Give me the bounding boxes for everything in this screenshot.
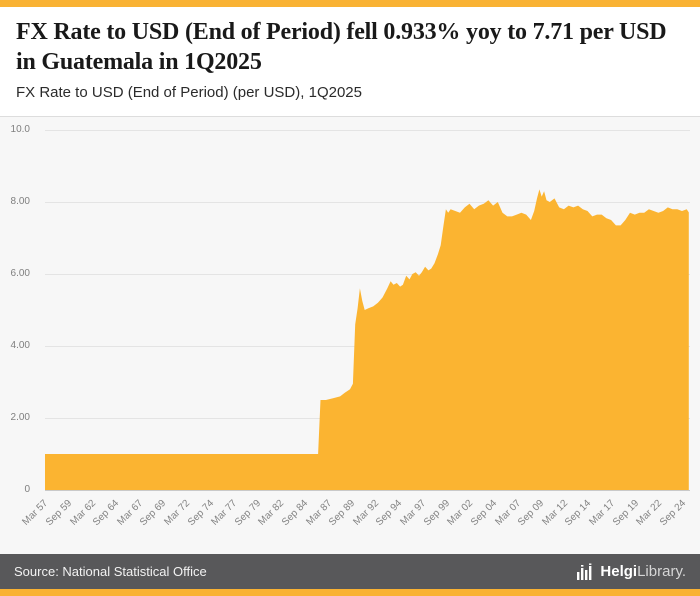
helgilibrary-logo-icon <box>577 563 592 580</box>
y-tick-label: 6.00 <box>10 268 30 279</box>
logo-text: HelgiLibrary. <box>600 563 686 580</box>
logo-text-library: Library. <box>637 563 686 580</box>
chart-area: 0 2.00 4.00 6.00 8.00 10.0 Mar 57 Sep 59 Mar 62… <box>0 117 700 554</box>
gridline <box>45 202 690 203</box>
y-tick-label: 4.00 <box>10 340 30 351</box>
chart-footer: Source: National Statistical Office Helg… <box>0 554 700 589</box>
area-series <box>45 189 689 490</box>
chart-header: FX Rate to USD (End of Period) fell 0.93… <box>0 7 700 117</box>
page-title: FX Rate to USD (End of Period) fell 0.93… <box>16 19 667 75</box>
plot-area <box>45 130 690 490</box>
y-tick-label: 10.0 <box>10 124 30 135</box>
gridline <box>45 274 690 275</box>
y-tick-label: 0 <box>24 484 30 495</box>
chart-subtitle: FX Rate to USD (End of Period) (per USD)… <box>16 84 362 101</box>
gridline <box>45 490 690 491</box>
y-tick-label: 2.00 <box>10 412 30 423</box>
source-text: Source: National Statistical Office <box>14 564 207 579</box>
gridline <box>45 130 690 131</box>
fx-rate-area-chart <box>45 189 689 490</box>
logo-text-helgi: Helgi <box>600 563 638 580</box>
bottom-accent-bar <box>0 589 700 596</box>
top-accent-bar <box>0 0 700 7</box>
helgilibrary-logo: HelgiLibrary. <box>576 563 686 581</box>
y-tick-label: 8.00 <box>10 196 30 207</box>
